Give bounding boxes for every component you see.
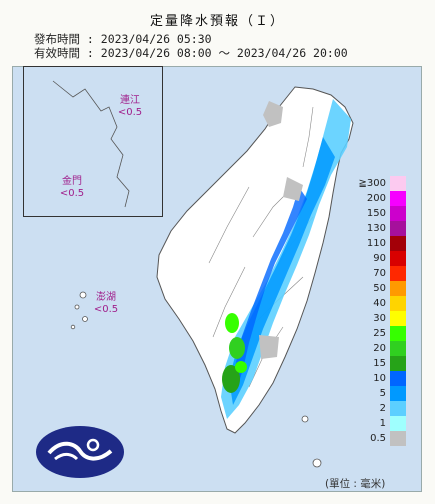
- rain-cell-green-3: [222, 365, 240, 393]
- legend-swatch: [390, 236, 406, 251]
- rainfall-map: [52, 80, 354, 468]
- legend-swatch: [390, 251, 406, 266]
- legend-label: 10: [373, 373, 386, 384]
- issue-time: 發布時間 : 2023/04/26 05:30: [34, 32, 212, 46]
- legend-label: 110: [366, 238, 386, 249]
- legend-swatch: [390, 296, 406, 311]
- legend-row: 50: [362, 281, 412, 296]
- island-label-kinmen: 金門 <0.5: [52, 176, 92, 200]
- island-value: <0.5: [117, 107, 143, 118]
- legend-label: 15: [373, 358, 386, 369]
- legend-row: 30: [362, 311, 412, 326]
- legend-row: 110: [362, 236, 412, 251]
- rain-area-mid: [229, 137, 335, 405]
- legend-swatch: [390, 281, 406, 296]
- legend-row: 200: [362, 191, 412, 206]
- legend-swatch: [390, 221, 406, 236]
- rain-area-grey-1: [263, 101, 283, 127]
- legend-label: 130: [366, 223, 386, 234]
- rain-area-grey-3: [259, 335, 279, 359]
- legend-swatch: [390, 206, 406, 221]
- island-value: <0.5: [59, 188, 85, 199]
- legend-row: 25: [362, 326, 412, 341]
- legend-label: 30: [373, 313, 386, 324]
- inset-coastline: [52, 80, 130, 208]
- legend-row: 0.5: [362, 431, 412, 446]
- map-frame: [12, 66, 422, 492]
- legend-swatch: [390, 326, 406, 341]
- legend-swatch: [390, 311, 406, 326]
- legend-row: 70: [362, 266, 412, 281]
- legend-label: 0.5: [370, 433, 386, 444]
- legend-swatch: [390, 341, 406, 356]
- legend-row: 20: [362, 341, 412, 356]
- island-inset: [23, 66, 163, 217]
- legend-unit: (單位 : 毫米): [325, 478, 386, 490]
- legend-swatch: [390, 386, 406, 401]
- legend-row: 130: [362, 221, 412, 236]
- rain-cell-green-2: [229, 337, 245, 359]
- map-title: 定量降水預報（Ｉ）: [149, 14, 285, 29]
- legend-label: 50: [373, 283, 386, 294]
- island-name: 澎湖: [96, 292, 116, 303]
- legend-row: 150: [362, 206, 412, 221]
- legend-label: 70: [373, 268, 386, 279]
- island-name: 連江: [120, 95, 140, 106]
- valid-time: 有效時間 : 2023/04/26 08:00 ～ 2023/04/26 20:…: [34, 46, 348, 60]
- legend-label: 200: [366, 193, 386, 204]
- legend-label: 150: [366, 208, 386, 219]
- legend-label: 40: [373, 298, 386, 309]
- legend-swatch: [390, 431, 406, 446]
- legend-label: ≧300: [358, 178, 386, 189]
- legend-label: 5: [379, 388, 386, 399]
- cwb-logo-icon: [36, 426, 124, 478]
- legend-swatch: [390, 266, 406, 281]
- east-islands: [301, 415, 322, 468]
- legend-row: 5: [362, 386, 412, 401]
- legend-swatch: [390, 371, 406, 386]
- penghu-islands: [70, 291, 88, 330]
- legend-row: 2: [362, 401, 412, 416]
- legend-row: 1: [362, 416, 412, 431]
- legend-label: 25: [373, 328, 386, 339]
- legend-row: ≧300: [358, 176, 412, 191]
- legend-swatch: [390, 191, 406, 206]
- legend-row: 40: [362, 296, 412, 311]
- rain-cell-green-4: [235, 361, 247, 373]
- island-label-lienchiang: 連江 <0.5: [110, 95, 150, 119]
- legend-label: 1: [379, 418, 386, 429]
- island-value: <0.5: [93, 304, 119, 315]
- island-label-penghu: 澎湖 <0.5: [86, 292, 126, 316]
- legend-label: 90: [373, 253, 386, 264]
- legend-label: 2: [379, 403, 386, 414]
- legend-row: 10: [362, 371, 412, 386]
- legend-label: 20: [373, 343, 386, 354]
- legend-swatch: [390, 356, 406, 371]
- legend-row: 90: [362, 251, 412, 266]
- rain-cell-green-1: [225, 313, 239, 333]
- rain-area-grey-2: [283, 177, 303, 201]
- legend-swatch: [390, 416, 406, 431]
- legend-row: 15: [362, 356, 412, 371]
- legend-swatch: [390, 176, 406, 191]
- island-name: 金門: [62, 176, 82, 187]
- legend-swatch: [390, 401, 406, 416]
